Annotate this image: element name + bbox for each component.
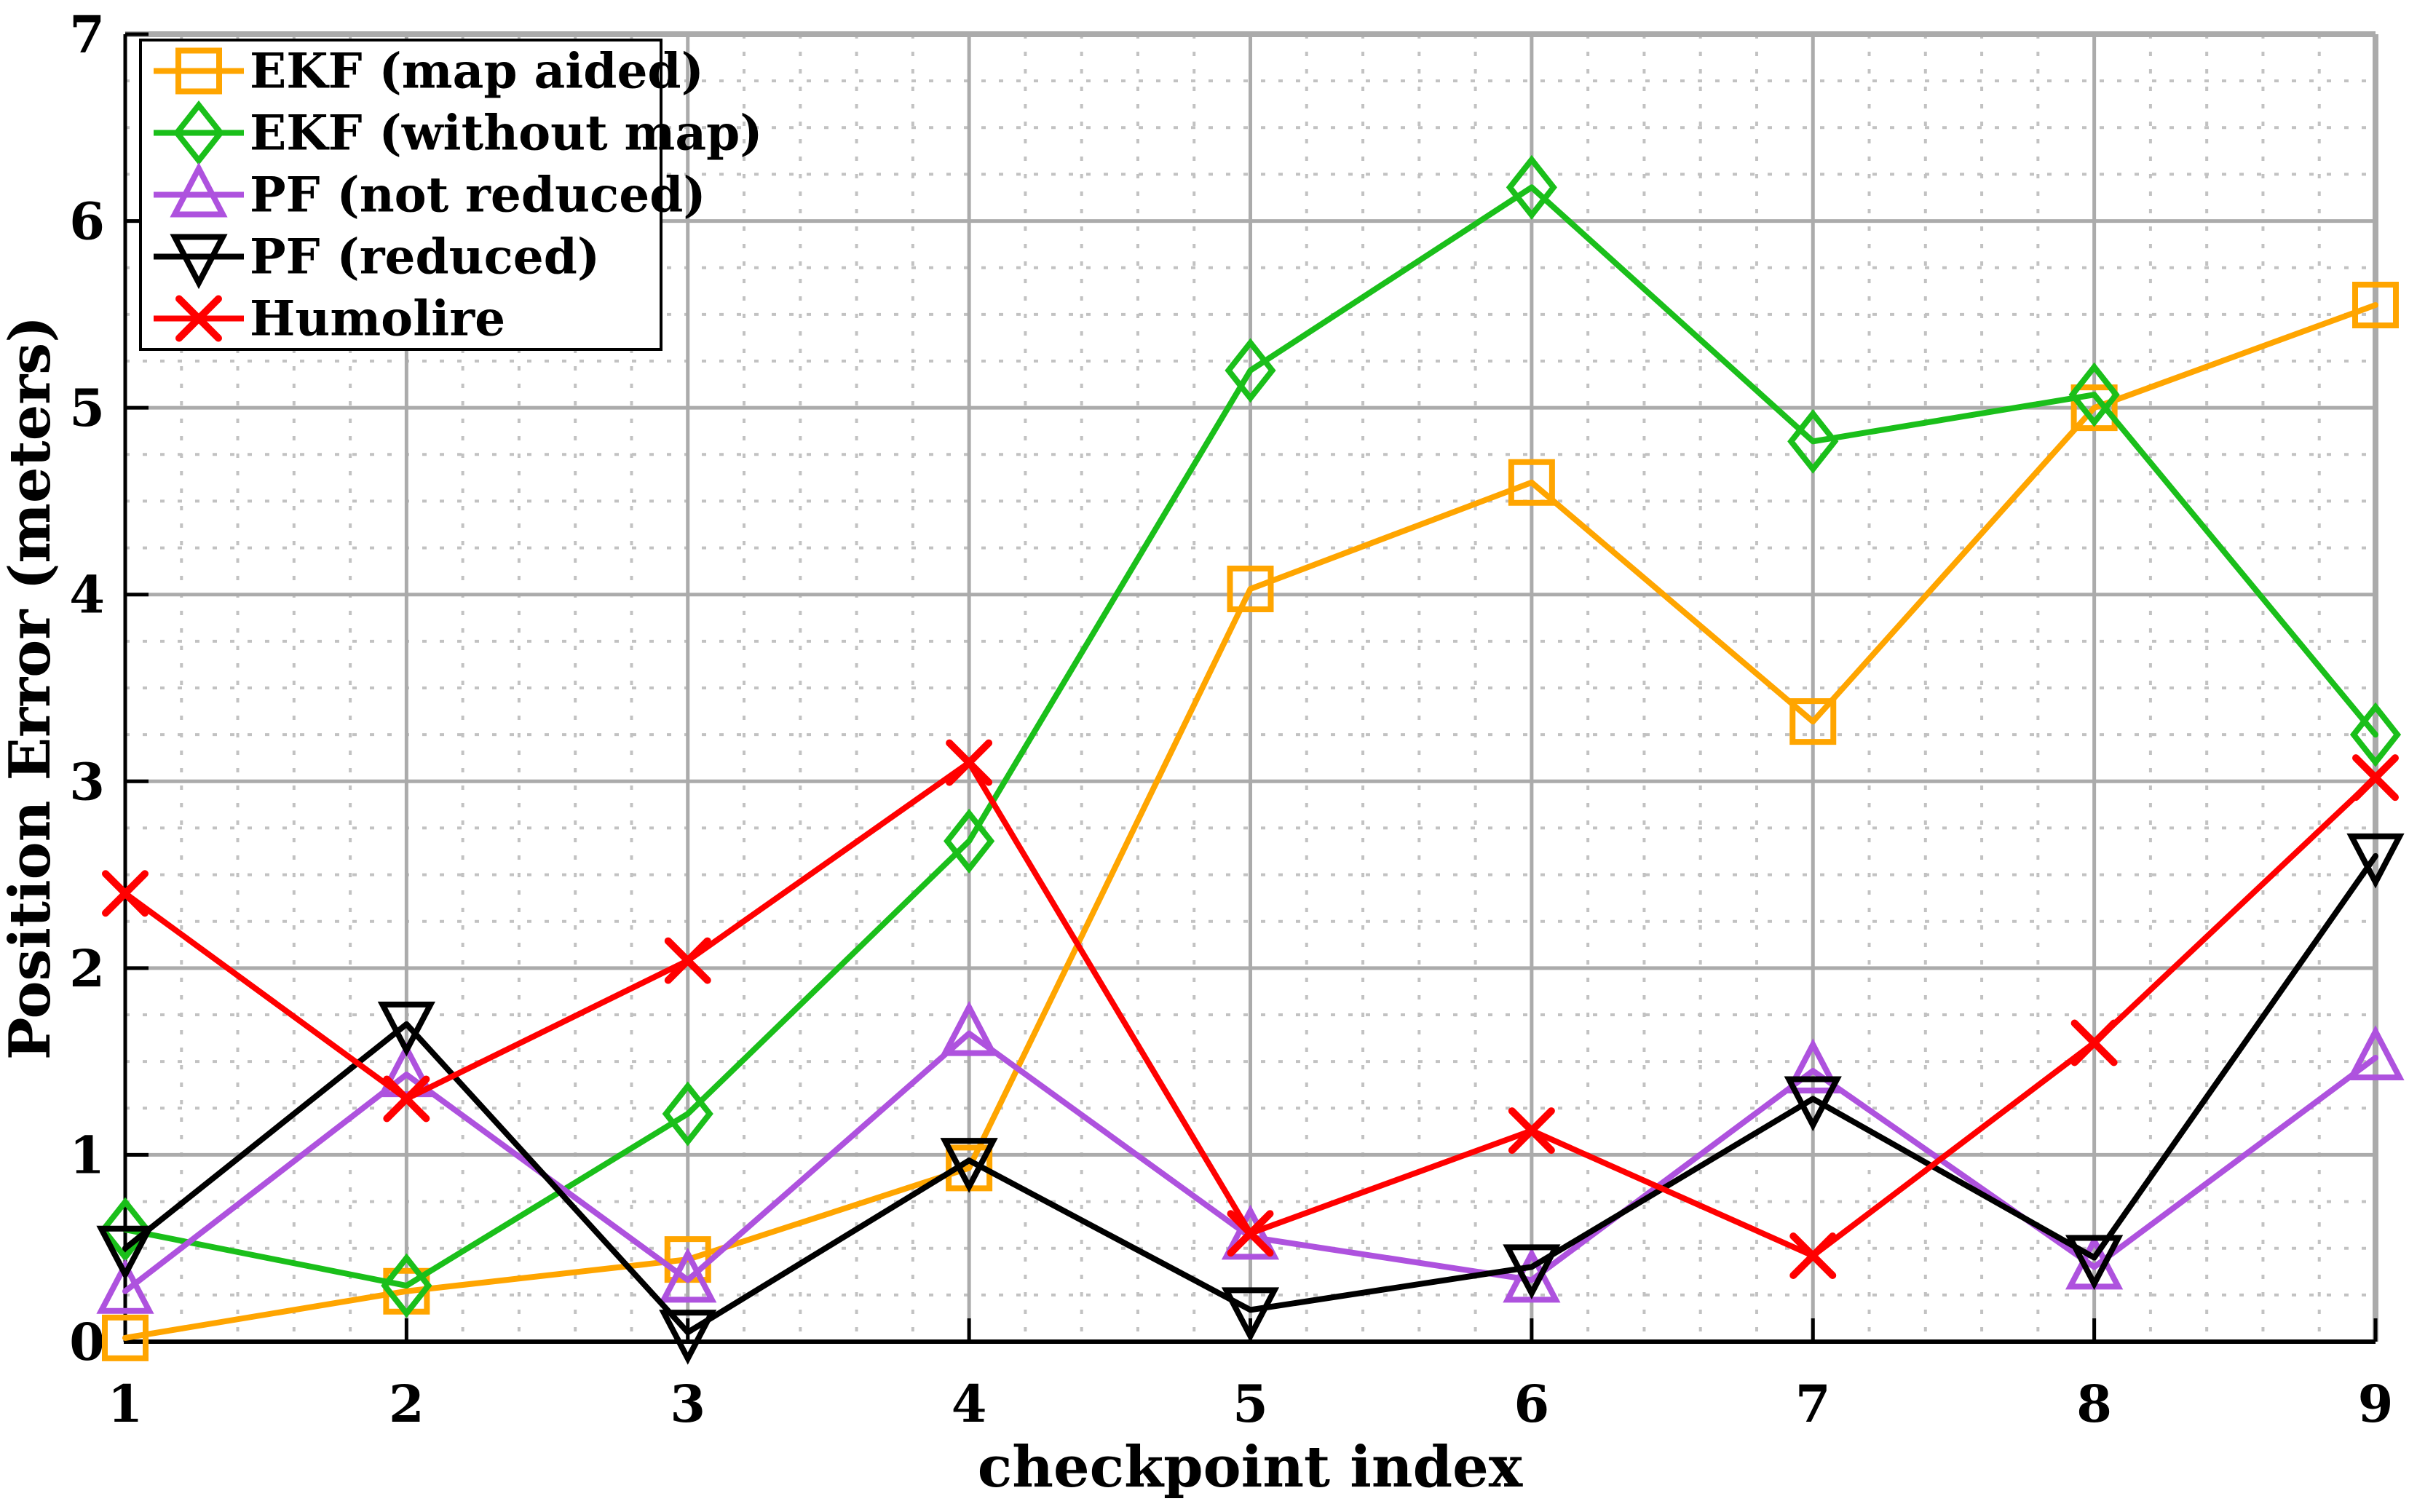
square-marker (1227, 566, 1274, 613)
triangle-down-marker (1784, 1076, 1842, 1132)
diamond-marker (944, 808, 995, 874)
x-tick-label: 7 (1795, 1374, 1831, 1434)
x-marker (2352, 754, 2399, 801)
series-lines (96, 154, 2405, 1365)
triangle-up-marker (940, 1001, 998, 1056)
diamond-marker (2349, 702, 2402, 767)
x-tick-label: 1 (108, 1374, 143, 1434)
square-marker (1508, 459, 1555, 506)
triangle-down-marker (2065, 1235, 2124, 1291)
x-marker (383, 1075, 430, 1123)
square-marker (1789, 698, 1837, 745)
triangle-up-marker (1503, 1247, 1561, 1303)
y-tick-label: 2 (69, 938, 105, 999)
y-tick-label: 7 (69, 4, 105, 65)
series-pf-reduced (96, 833, 2405, 1365)
x-tick-label: 2 (389, 1374, 424, 1434)
series-line (122, 852, 2378, 1336)
legend-item-label: EKF (map aided) (250, 43, 704, 100)
x-marker (2070, 1019, 2118, 1066)
diamond-marker (381, 1253, 432, 1318)
square-icon (175, 47, 222, 95)
x-tick-labels: 1 2 3 4 5 6 7 8 9 (108, 1374, 2394, 1434)
x-marker (664, 937, 711, 984)
series-line (122, 184, 2378, 1289)
diamond-marker (99, 1197, 151, 1262)
square-marker (2352, 282, 2399, 329)
x-tick-label: 8 (2076, 1374, 2112, 1434)
triangle-up-marker (1784, 1038, 1842, 1093)
triangle-down-marker (96, 1225, 154, 1281)
legend-item: EKF (map aided) (154, 43, 704, 100)
triangle-up-marker (2346, 1025, 2405, 1081)
x-axis-label: checkpoint index (978, 1434, 1524, 1500)
triangle-down-marker (2346, 833, 2405, 889)
y-tick-label: 3 (69, 751, 105, 812)
triangle-up-icon (170, 162, 228, 218)
legend-item-label: Humolire (250, 290, 505, 347)
legend-item-label: PF (reduced) (250, 229, 600, 285)
legend-item-label: PF (not reduced) (250, 167, 706, 223)
series-ekf-without-map (99, 154, 2402, 1318)
diamond-icon (173, 100, 225, 165)
legend: EKF (map aided)EKF (without map)PF (not … (139, 39, 763, 351)
diamond-marker (1225, 338, 1276, 403)
x-marker (102, 870, 149, 917)
triangle-down-marker (377, 1001, 435, 1057)
x-tick-label: 9 (2358, 1374, 2394, 1434)
diamond-marker (2068, 362, 2120, 427)
triangle-down-marker (1221, 1287, 1280, 1343)
triangle-down-marker (659, 1310, 717, 1365)
x-marker (1789, 1232, 1837, 1279)
x-marker (946, 739, 993, 786)
x-marker (1508, 1107, 1555, 1155)
x-marker (1227, 1210, 1274, 1257)
series-line (122, 302, 2378, 1341)
x-tick-label: 5 (1233, 1374, 1268, 1434)
diamond-marker (662, 1081, 713, 1147)
square-marker (102, 1314, 149, 1361)
triangle-up-marker (96, 1259, 154, 1314)
y-tick-label: 5 (69, 378, 105, 438)
y-tick-label: 1 (69, 1125, 105, 1185)
series-ekf-map-aided (102, 282, 2399, 1361)
legend-item: EKF (without map) (154, 100, 763, 165)
legend-item-label: EKF (without map) (250, 105, 763, 162)
axis-ticks (123, 32, 2378, 1344)
legend-item: PF (not reduced) (154, 162, 706, 223)
y-tick-label: 6 (69, 191, 105, 252)
y-axis-label: Position Error (meters) (0, 316, 63, 1060)
legend-item: Humolire (154, 290, 505, 347)
triangle-down-icon (170, 234, 228, 290)
diamond-marker (1787, 408, 1839, 474)
x-tick-label: 4 (952, 1374, 987, 1434)
diamond-marker (1506, 154, 1557, 220)
triangle-down-marker (940, 1138, 998, 1193)
y-tick-labels: 0 1 2 3 4 5 6 7 (69, 4, 105, 1372)
x-icon (175, 295, 222, 342)
y-tick-label: 0 (69, 1312, 105, 1372)
x-tick-label: 6 (1514, 1374, 1550, 1434)
y-tick-label: 4 (69, 565, 105, 625)
triangle-up-marker (659, 1247, 717, 1303)
square-marker (2070, 384, 2118, 432)
triangle-down-marker (1503, 1244, 1561, 1299)
legend-item: PF (reduced) (154, 229, 600, 290)
triangle-up-marker (1221, 1204, 1280, 1260)
series-humolire (102, 739, 2399, 1279)
x-tick-label: 3 (670, 1374, 705, 1434)
